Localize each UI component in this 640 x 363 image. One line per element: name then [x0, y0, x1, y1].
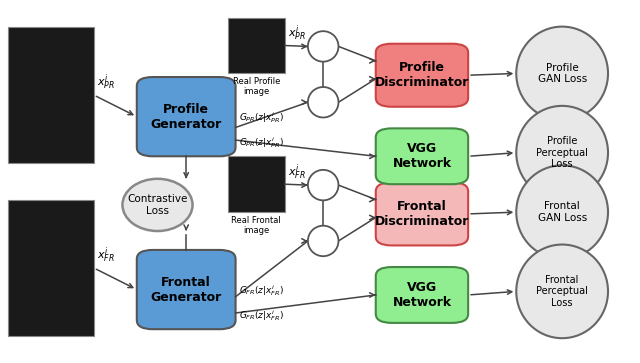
- FancyBboxPatch shape: [228, 156, 285, 212]
- Text: VGG
Network: VGG Network: [392, 142, 451, 170]
- Text: Frontal
GAN Loss: Frontal GAN Loss: [538, 201, 587, 223]
- Text: $x^i_{PR}$: $x^i_{PR}$: [97, 73, 115, 93]
- Ellipse shape: [308, 87, 339, 118]
- Text: Real Frontal
image: Real Frontal image: [232, 216, 281, 235]
- FancyBboxPatch shape: [376, 129, 468, 184]
- Text: VGG
Network: VGG Network: [392, 281, 451, 309]
- Text: Frontal
Discriminator: Frontal Discriminator: [375, 200, 469, 228]
- Text: $x^i_{PR}$: $x^i_{PR}$: [288, 23, 307, 43]
- Text: Profile
Discriminator: Profile Discriminator: [375, 61, 469, 89]
- Ellipse shape: [516, 245, 608, 338]
- Ellipse shape: [308, 226, 339, 256]
- FancyBboxPatch shape: [228, 17, 285, 73]
- Text: $x^i_{FR}$: $x^i_{FR}$: [288, 162, 306, 182]
- Text: $G_{FR}(z|x^i_{FR})$: $G_{FR}(z|x^i_{FR})$: [239, 283, 284, 298]
- Text: Contrastive
Loss: Contrastive Loss: [127, 194, 188, 216]
- Ellipse shape: [516, 165, 608, 259]
- Ellipse shape: [122, 179, 193, 231]
- FancyBboxPatch shape: [8, 26, 94, 163]
- Text: $x^i_{FR}$: $x^i_{FR}$: [97, 246, 115, 265]
- Text: Profile
Perceptual
Loss: Profile Perceptual Loss: [536, 136, 588, 169]
- FancyBboxPatch shape: [376, 182, 468, 245]
- FancyBboxPatch shape: [137, 250, 236, 329]
- FancyBboxPatch shape: [376, 44, 468, 107]
- FancyBboxPatch shape: [137, 77, 236, 156]
- Text: $G_{FR}(z|x^i_{FR})$: $G_{FR}(z|x^i_{FR})$: [239, 308, 284, 323]
- Text: Profile
GAN Loss: Profile GAN Loss: [538, 63, 587, 84]
- Ellipse shape: [516, 26, 608, 120]
- Text: Frontal
Generator: Frontal Generator: [150, 276, 222, 303]
- Ellipse shape: [516, 106, 608, 200]
- Ellipse shape: [308, 31, 339, 62]
- Text: Profile
Generator: Profile Generator: [150, 103, 222, 131]
- Text: Real Profile
image: Real Profile image: [232, 77, 280, 97]
- Text: $G_{PR}(z|x^i_{PR})$: $G_{PR}(z|x^i_{PR})$: [239, 110, 284, 125]
- FancyBboxPatch shape: [376, 267, 468, 323]
- Text: $G_{PR}(z|x^i_{PR})$: $G_{PR}(z|x^i_{PR})$: [239, 135, 284, 150]
- FancyBboxPatch shape: [8, 200, 94, 337]
- Text: Frontal
Perceptual
Loss: Frontal Perceptual Loss: [536, 275, 588, 308]
- Ellipse shape: [308, 170, 339, 200]
